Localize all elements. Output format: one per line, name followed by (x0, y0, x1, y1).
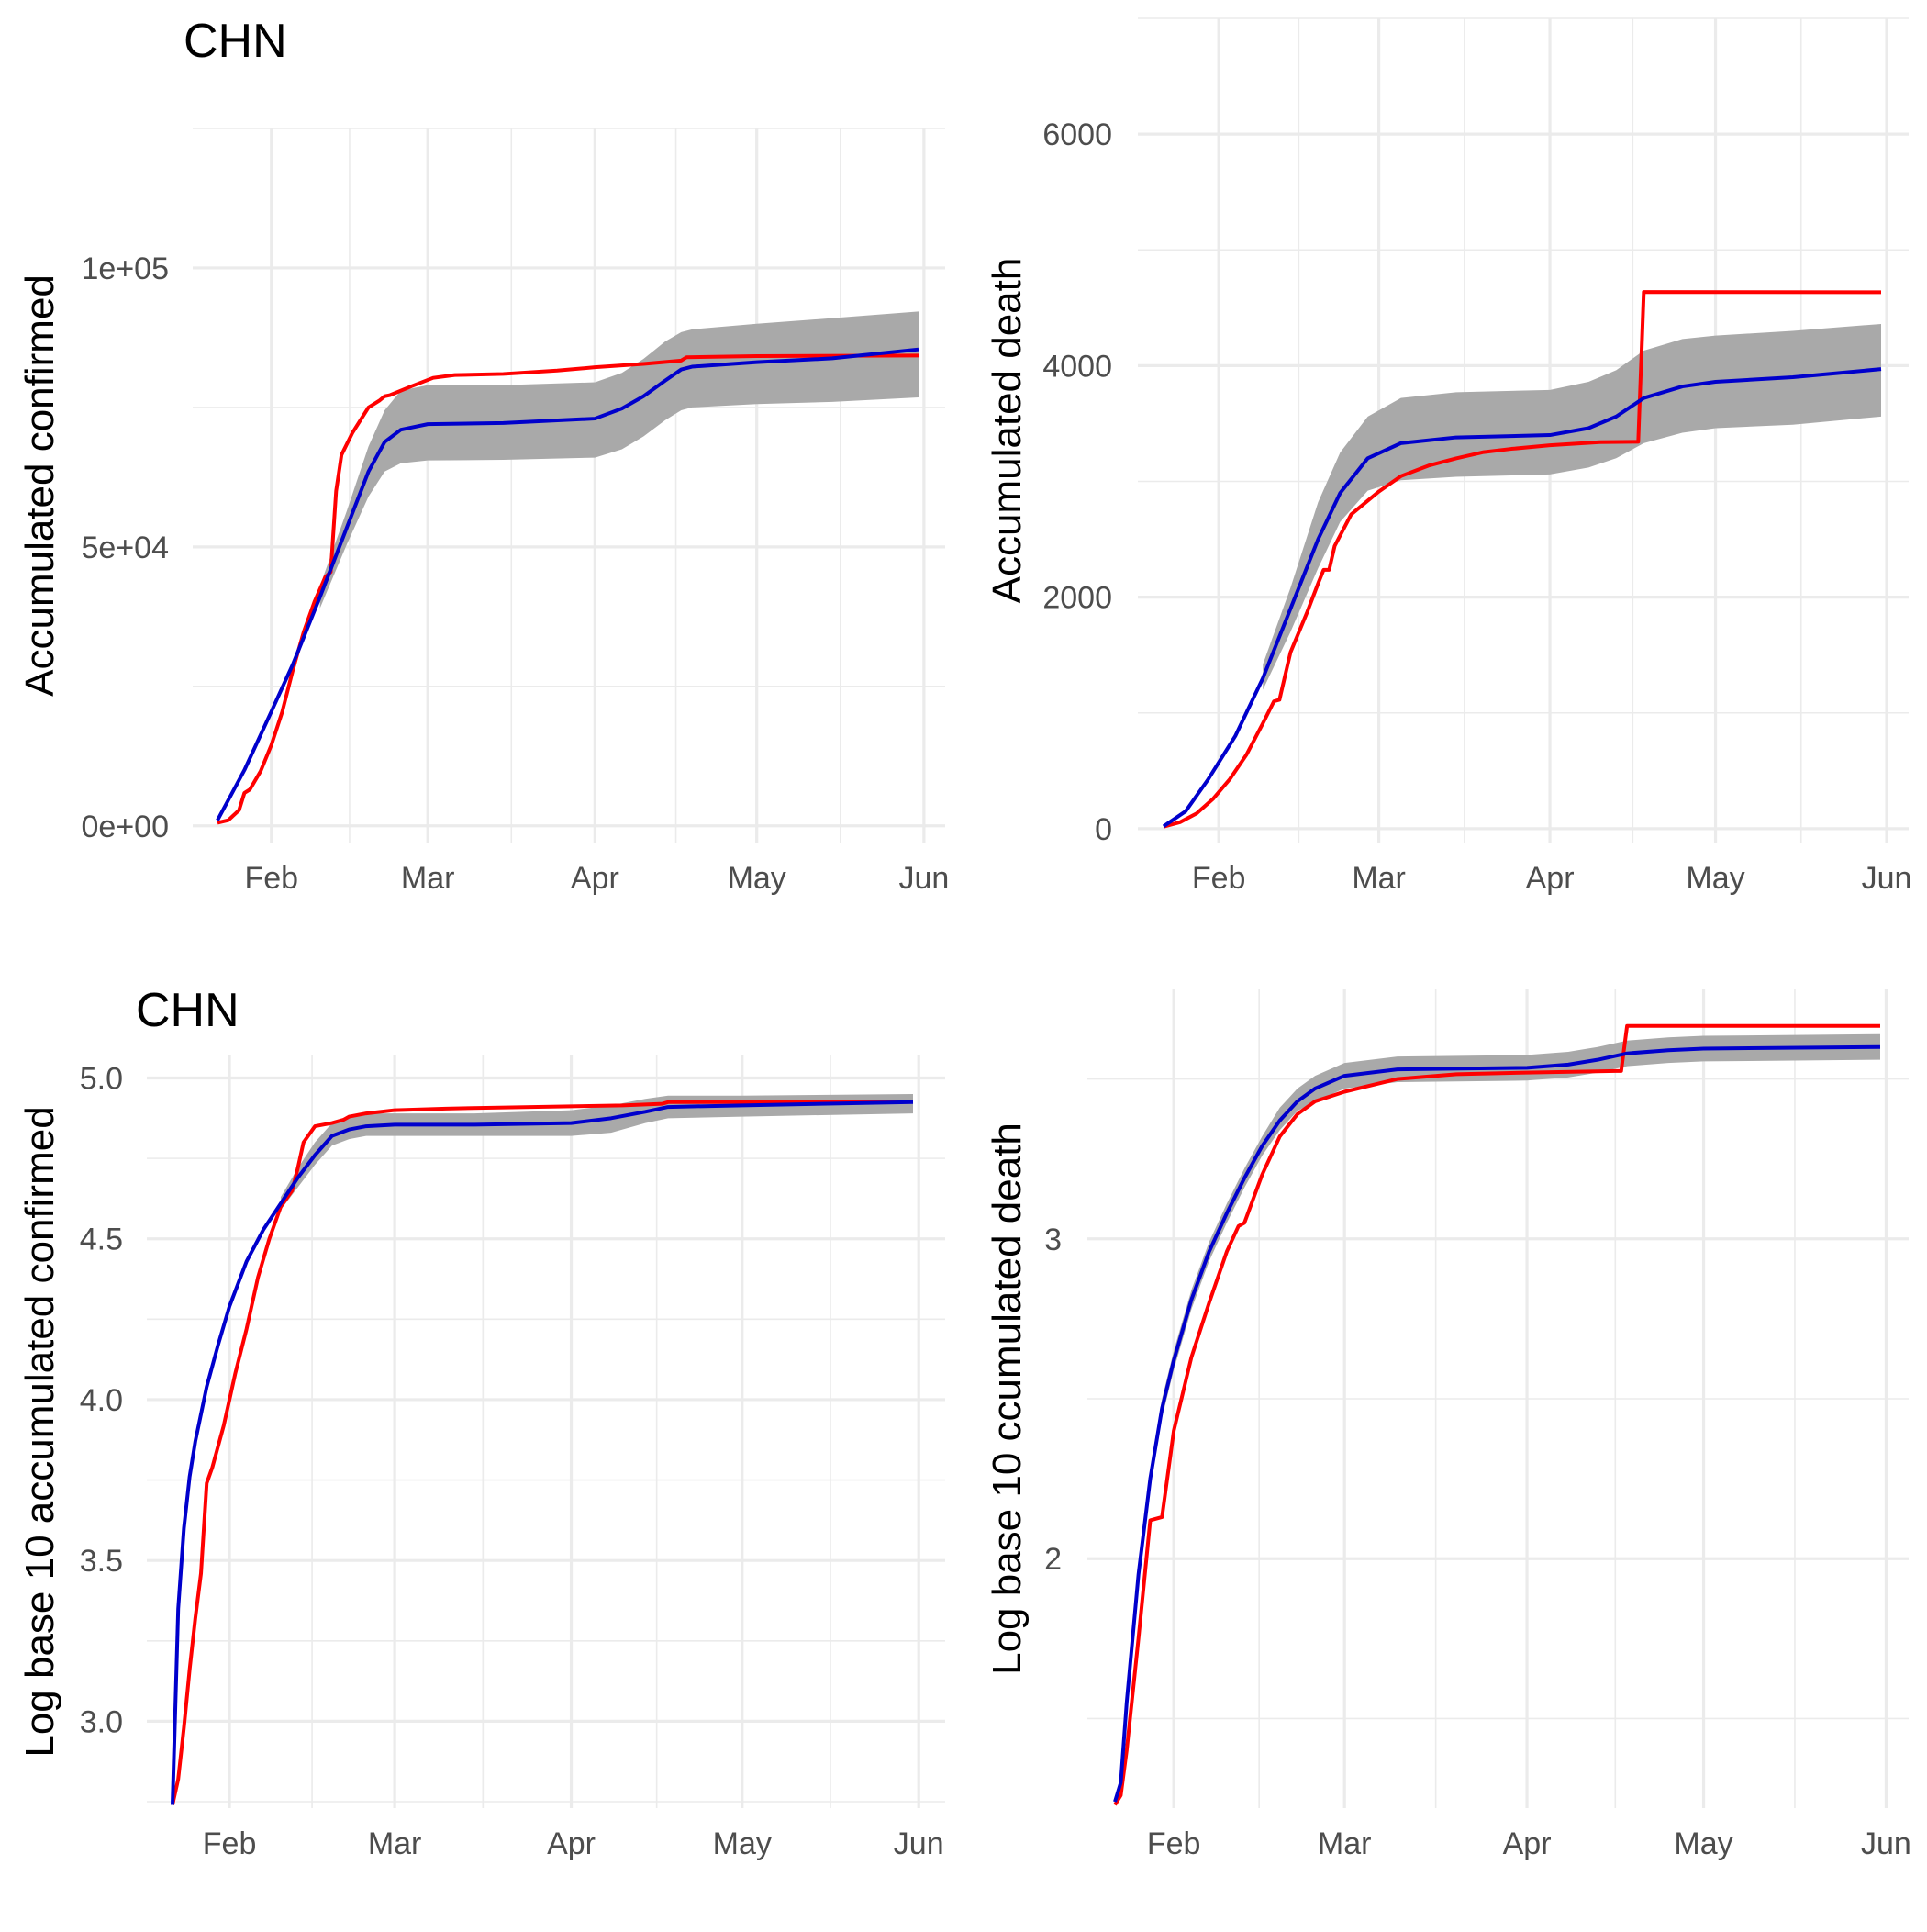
x-tick-label: May (1686, 861, 1744, 896)
y-axis-label: Accumulated confirmed (17, 274, 62, 697)
x-tick-label: May (728, 861, 786, 896)
x-tick-label: Feb (203, 1826, 257, 1861)
x-tick-label: Mar (1352, 861, 1406, 896)
y-tick-label: 0e+00 (82, 810, 170, 844)
x-tick-label: Jun (1862, 861, 1912, 896)
x-tick-label: Feb (244, 861, 298, 896)
chart-panel-4: 2 3 Feb Mar Apr May Jun Log base 10 ccumulated … (985, 989, 1911, 1861)
x-tick-label: Apr (571, 861, 619, 896)
fitted-line (171, 1100, 914, 1805)
y-axis-label: Log base 10 accumulated confirmed (17, 1106, 62, 1757)
chart-panel-2: 0 2000 4000 6000 Feb Mar Apr May Jun Accumulated … (985, 17, 1912, 896)
y-axis-label: Log base 10 ccumulated death (985, 1122, 1030, 1675)
x-tick-label: Mar (368, 1826, 422, 1861)
y-tick-label: 3 (1044, 1223, 1062, 1257)
y-tick-label: 2 (1044, 1542, 1062, 1577)
x-tick-label: Jun (1861, 1826, 1911, 1861)
observed-line (1113, 1023, 1880, 1806)
x-tick-label: May (1674, 1826, 1732, 1861)
x-tick-label: Jun (894, 1826, 944, 1861)
observed-line (1163, 290, 1882, 829)
y-tick-label: 3.0 (80, 1704, 123, 1739)
chart-title: CHN (136, 984, 239, 1037)
fitted-line (1113, 1044, 1881, 1803)
y-tick-label: 4.5 (80, 1223, 123, 1257)
observed-line (217, 353, 919, 825)
x-tick-label: Feb (1147, 1826, 1201, 1861)
y-tick-label: 3.5 (80, 1544, 123, 1579)
confidence-band (319, 311, 919, 609)
y-tick-label: 0 (1095, 812, 1112, 847)
x-tick-label: May (713, 1826, 772, 1861)
y-tick-label: 5.0 (80, 1062, 123, 1097)
confidence-band (1126, 1033, 1880, 1713)
x-tick-label: Apr (1526, 861, 1575, 896)
observed-line (171, 1100, 914, 1805)
x-tick-label: Apr (1503, 1826, 1552, 1861)
fitted-line (216, 347, 919, 821)
fitted-line (1162, 367, 1882, 828)
x-tick-label: Mar (401, 861, 455, 896)
chart-title: CHN (184, 15, 287, 68)
chart-panel-3: 3.0 3.5 4.0 4.5 5.0 Feb Mar Apr May Jun CHN Log bas… (17, 984, 945, 1861)
x-tick-label: Jun (898, 861, 949, 896)
confidence-band (1263, 323, 1881, 690)
x-tick-label: Apr (547, 1826, 596, 1861)
y-tick-label: 4000 (1042, 349, 1112, 384)
y-tick-label: 2000 (1042, 581, 1112, 616)
chart-panel-1: 0e+00 5e+04 1e+05 Feb Mar Apr May Jun CHN Accumul… (17, 15, 949, 896)
y-tick-label: 4.0 (80, 1383, 123, 1418)
y-tick-label: 1e+05 (82, 251, 170, 286)
y-tick-label: 6000 (1042, 117, 1112, 152)
y-axis-label: Accumulated death (985, 258, 1030, 604)
x-tick-label: Feb (1192, 861, 1246, 896)
x-tick-label: Mar (1318, 1826, 1372, 1861)
y-tick-label: 5e+04 (82, 530, 170, 565)
